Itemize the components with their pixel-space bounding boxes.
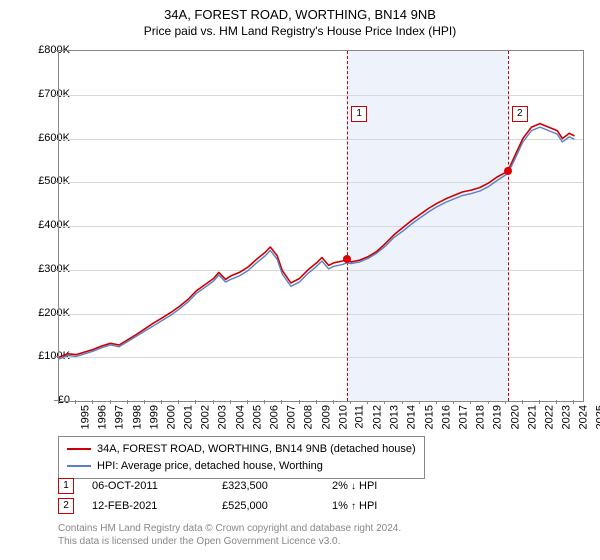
footer-attribution: Contains HM Land Registry data © Crown c… <box>58 522 401 548</box>
x-tick-label: 2002 <box>200 405 212 429</box>
transaction-pct: 1% ↑ HPI <box>332 500 377 512</box>
legend-label: HPI: Average price, detached house, Wort… <box>97 460 323 472</box>
x-tick-label: 2013 <box>389 405 401 429</box>
x-tick-label: 2001 <box>183 405 195 429</box>
x-tick-label: 2009 <box>320 405 332 429</box>
legend-swatch <box>67 465 91 467</box>
legend-swatch <box>67 448 91 450</box>
series-svg <box>59 51 583 401</box>
x-tick-label: 2006 <box>268 405 280 429</box>
arrow-up-icon: ↑ <box>351 501 356 512</box>
transactions-table: 1 06-OCT-2011£323,5002% ↓ HPI 2 12-FEB-2021… <box>58 478 377 518</box>
x-tick-label: 2010 <box>337 405 349 429</box>
x-tick-label: 2020 <box>509 405 521 429</box>
transaction-price: £525,000 <box>222 500 332 512</box>
legend-item: HPI: Average price, detached house, Wort… <box>67 458 416 475</box>
x-tick-label: 2000 <box>165 405 177 429</box>
legend-label: 34A, FOREST ROAD, WORTHING, BN14 9NB (de… <box>97 443 416 455</box>
x-tick-label: 2005 <box>251 405 263 429</box>
x-tick-label: 2025 <box>595 405 600 429</box>
transaction-marker: 2 <box>58 498 74 514</box>
transaction-price: £323,500 <box>222 480 332 492</box>
transaction-pct: 2% ↓ HPI <box>332 480 377 492</box>
series-line-hpi <box>59 127 574 359</box>
x-tick-label: 1995 <box>79 405 91 429</box>
x-tick-label: 2008 <box>303 405 315 429</box>
x-tick-label: 2024 <box>578 405 590 429</box>
x-tick-label: 2019 <box>492 405 504 429</box>
transaction-date: 12-FEB-2021 <box>92 500 222 512</box>
chart-subtitle: Price paid vs. HM Land Registry's House … <box>0 24 600 42</box>
x-tick-label: 2012 <box>372 405 384 429</box>
x-tick-label: 1996 <box>97 405 109 429</box>
arrow-down-icon: ↓ <box>351 481 356 492</box>
transaction-row: 1 06-OCT-2011£323,5002% ↓ HPI <box>58 478 377 498</box>
x-tick-label: 2015 <box>423 405 435 429</box>
transaction-marker: 1 <box>58 478 74 494</box>
transaction-row: 2 12-FEB-2021£525,0001% ↑ HPI <box>58 498 377 518</box>
x-tick-label: 1999 <box>148 405 160 429</box>
chart-container: 34A, FOREST ROAD, WORTHING, BN14 9NB Pri… <box>0 0 600 560</box>
x-tick-label: 2011 <box>354 405 366 429</box>
transaction-date: 06-OCT-2011 <box>92 480 222 492</box>
series-line-property <box>59 124 574 358</box>
chart-title: 34A, FOREST ROAD, WORTHING, BN14 9NB <box>0 0 600 24</box>
x-tick-label: 2016 <box>440 405 452 429</box>
legend-box: 34A, FOREST ROAD, WORTHING, BN14 9NB (de… <box>58 436 425 479</box>
x-tick-label: 2021 <box>526 405 538 429</box>
x-tick-label: 2017 <box>457 405 469 429</box>
x-tick-label: 2022 <box>543 405 555 429</box>
x-tick-label: 2018 <box>475 405 487 429</box>
footer-line-1: Contains HM Land Registry data © Crown c… <box>58 522 401 535</box>
x-tick-label: 2003 <box>217 405 229 429</box>
x-tick-label: 2004 <box>234 405 246 429</box>
plot-area: 12 <box>58 50 584 402</box>
sale-dot-2 <box>504 167 512 175</box>
x-tick-label: 1997 <box>114 405 126 429</box>
sale-dot-1 <box>343 255 351 263</box>
x-tick-label: 2007 <box>286 405 298 429</box>
legend-item: 34A, FOREST ROAD, WORTHING, BN14 9NB (de… <box>67 441 416 458</box>
x-tick-label: 2023 <box>561 405 573 429</box>
x-tick-label: 1998 <box>131 405 143 429</box>
footer-line-2: This data is licensed under the Open Gov… <box>58 535 401 548</box>
x-tick-label: 2014 <box>406 405 418 429</box>
